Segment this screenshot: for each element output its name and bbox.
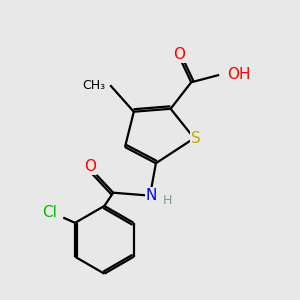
Text: O: O (173, 47, 185, 62)
Text: H: H (163, 194, 172, 207)
Text: CH₃: CH₃ (83, 79, 106, 92)
Text: S: S (191, 131, 200, 146)
Text: O: O (84, 159, 96, 174)
Text: Cl: Cl (43, 205, 57, 220)
Text: N: N (146, 188, 157, 203)
Text: OH: OH (227, 68, 251, 82)
